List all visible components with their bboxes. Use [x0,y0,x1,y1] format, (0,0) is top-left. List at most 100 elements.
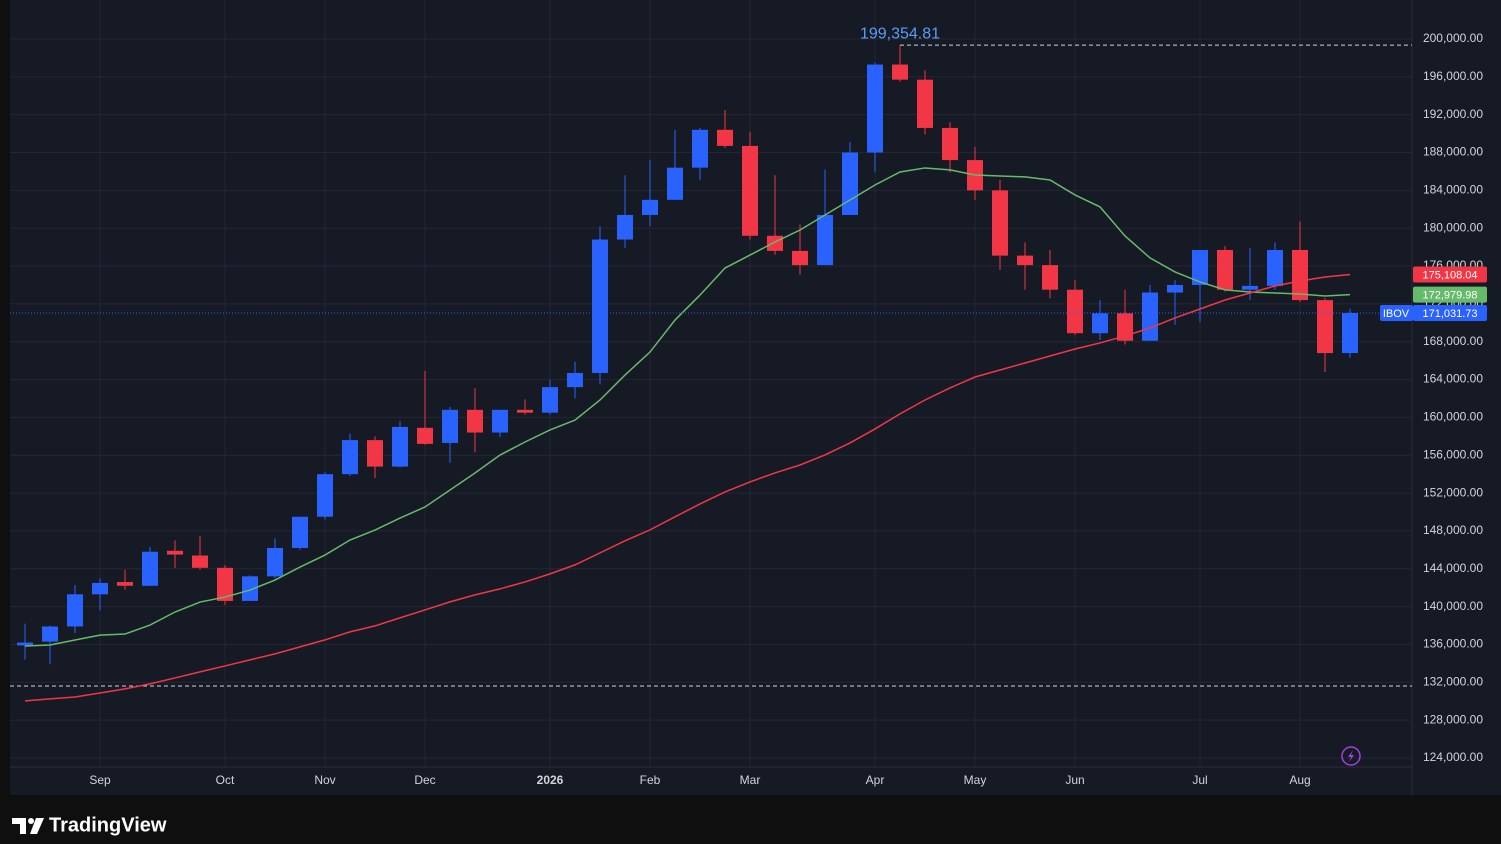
candle-body [492,409,508,433]
candle-body [792,250,808,266]
y-tick-label: 192,000.00 [1423,107,1483,121]
candle-body [317,474,333,517]
y-tick-label: 160,000.00 [1423,410,1483,424]
price-tag-label: 175,108.04 [1422,269,1477,281]
y-tick-label: 196,000.00 [1423,69,1483,83]
candle-body [117,582,133,586]
candle-body [767,235,783,251]
candle-body [367,440,383,467]
price-tag [1413,286,1487,303]
y-tick-label: 144,000.00 [1423,561,1483,575]
x-tick-label: Jul [1192,773,1207,787]
candle-body [417,427,433,444]
candle-body [1167,284,1183,293]
candle-body [1192,249,1208,285]
price-tag [1413,266,1487,283]
candle-body [1042,265,1058,290]
x-tick-label: Jun [1065,773,1084,787]
candle-body [1142,292,1158,341]
candle-body [567,372,583,388]
price-tag-label: 172,979.98 [1422,290,1477,302]
candle-body [692,129,708,168]
y-tick-label: 188,000.00 [1423,145,1483,159]
x-tick-label: Sep [89,773,111,787]
moving-average [24,273,1351,702]
x-tick-label: Nov [314,773,335,787]
candle-body [1067,289,1083,334]
candle-body [1292,249,1308,301]
lightning-icon[interactable] [1348,750,1354,762]
brand-logo[interactable]: TradingView [12,814,167,836]
candle-body [192,555,208,568]
moving-average [24,167,1351,647]
y-tick-label: 164,000.00 [1423,372,1483,386]
candle-body [1017,255,1033,266]
chart-panel [10,0,1501,795]
candle-body [992,190,1008,256]
y-tick-label: 156,000.00 [1423,447,1483,461]
candle-body [292,516,308,548]
candle-body [1092,313,1108,334]
high-label: 199,354.81 [860,25,940,42]
candle-body [817,214,833,266]
candle-body [742,145,758,236]
candle-body [142,551,158,586]
grid [10,0,1412,767]
candle-body [267,547,283,577]
symbol-tag [1380,305,1413,322]
candle-body [1342,313,1358,354]
candle-body [867,64,883,153]
candle-body [67,594,83,627]
candle-body [217,567,233,601]
candle-body [242,576,258,601]
price-tag [1413,305,1487,322]
candle-body [167,550,183,555]
y-tick-label: 148,000.00 [1423,523,1483,537]
x-tick-label: May [964,773,987,787]
candle-body [717,129,733,146]
candle-body [842,152,858,215]
candle-body [1217,249,1233,290]
logo-slash[interactable] [30,818,44,834]
candle-body [1317,300,1333,354]
candle-body [892,64,908,80]
y-tick-label: 132,000.00 [1423,674,1483,688]
candle-body [642,199,658,215]
candle-body [342,440,358,475]
candle-body [442,409,458,443]
y-tick-label: 136,000.00 [1423,637,1483,651]
price-tag-label: 171,031.73 [1422,308,1477,320]
symbol-label: IBOV [1383,308,1410,320]
y-tick-label: 140,000.00 [1423,599,1483,613]
candle-body [917,79,933,128]
candle-body [467,409,483,433]
x-tick-label: Aug [1289,773,1310,787]
candle-body [517,409,533,413]
x-tick-label: Oct [216,773,235,787]
candle-body [392,426,408,467]
logo-mark[interactable] [12,818,26,834]
y-tick-label: 124,000.00 [1423,750,1483,764]
plot: 199,354.81 [10,25,1412,702]
x-tick-label: Apr [866,773,885,787]
x-tick-label: Mar [740,773,761,787]
lightning-button[interactable] [1341,746,1361,766]
x-tick-label: 2026 [537,773,564,787]
candle-body [667,167,683,200]
candle-body [1267,249,1283,286]
y-tick-label: 200,000.00 [1423,31,1483,45]
logo-dot[interactable] [28,818,34,824]
brand-name[interactable]: TradingView [49,814,167,836]
y-tick-label: 128,000.00 [1423,712,1483,726]
y-tick-label: 184,000.00 [1423,183,1483,197]
candle-body [592,239,608,373]
y-tick-label: 180,000.00 [1423,220,1483,234]
x-tick-label: Dec [414,773,435,787]
lightning-circle[interactable] [1341,746,1361,766]
candle-body [542,387,558,413]
candle-body [942,127,958,161]
price-axis: 124,000.00 128,000.00 132,000.00 136,000.00… [89,31,1487,787]
candle-body [92,582,108,595]
x-tick-label: Feb [640,773,661,787]
